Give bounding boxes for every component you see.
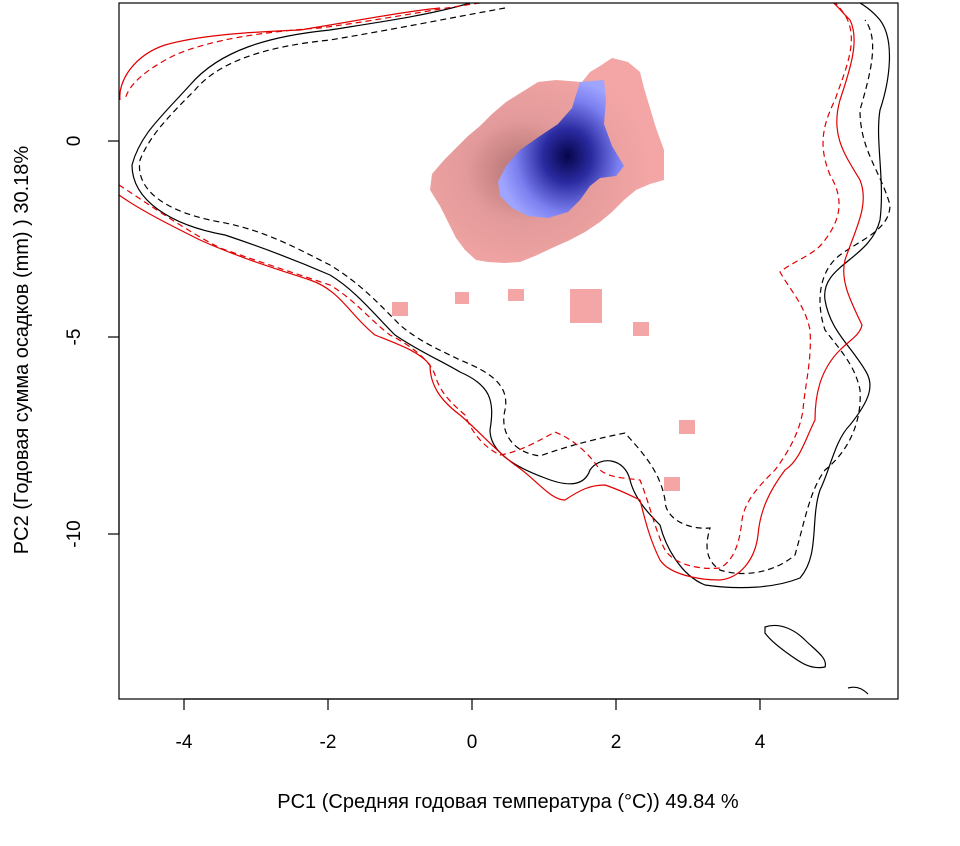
x-tick-labels: -4 -2 0 2 4 [176, 732, 766, 753]
x-tick-label: 0 [467, 732, 478, 753]
patch [455, 292, 469, 304]
patch [679, 420, 695, 434]
contour-red-solid [119, 3, 864, 581]
niche-patches [392, 289, 695, 491]
patch [633, 322, 649, 336]
contour-black-solid [131, 3, 890, 589]
y-tick-label: 0 [64, 136, 85, 147]
x-axis-title: PC1 (Средняя годовая температура (°C)) 4… [277, 791, 739, 813]
plot-region [119, 3, 891, 695]
x-tick-label: 2 [611, 732, 622, 753]
x-tick-label: -4 [176, 732, 193, 753]
contour-black-corner [847, 686, 869, 695]
contour-red-dashed [119, 3, 852, 570]
contour-black-dashed [138, 7, 891, 575]
contour-black-island [764, 624, 827, 669]
x-tick-label: 4 [755, 732, 766, 753]
y-axis-title: PC2 (Годовая сумма осадков (mm) ) 30.18% [11, 146, 33, 555]
patch [392, 302, 408, 316]
y-tick-label: -10 [64, 520, 85, 547]
x-axis [183, 698, 761, 710]
patch [570, 289, 602, 323]
y-tick-label: -5 [64, 329, 85, 346]
contours [119, 3, 891, 695]
overlap-density-blue [498, 80, 624, 218]
patch [664, 477, 680, 491]
patch [508, 289, 524, 301]
y-tick-labels: 0 -5 -10 [64, 136, 85, 548]
y-axis [108, 140, 120, 535]
x-tick-label: -2 [320, 732, 337, 753]
